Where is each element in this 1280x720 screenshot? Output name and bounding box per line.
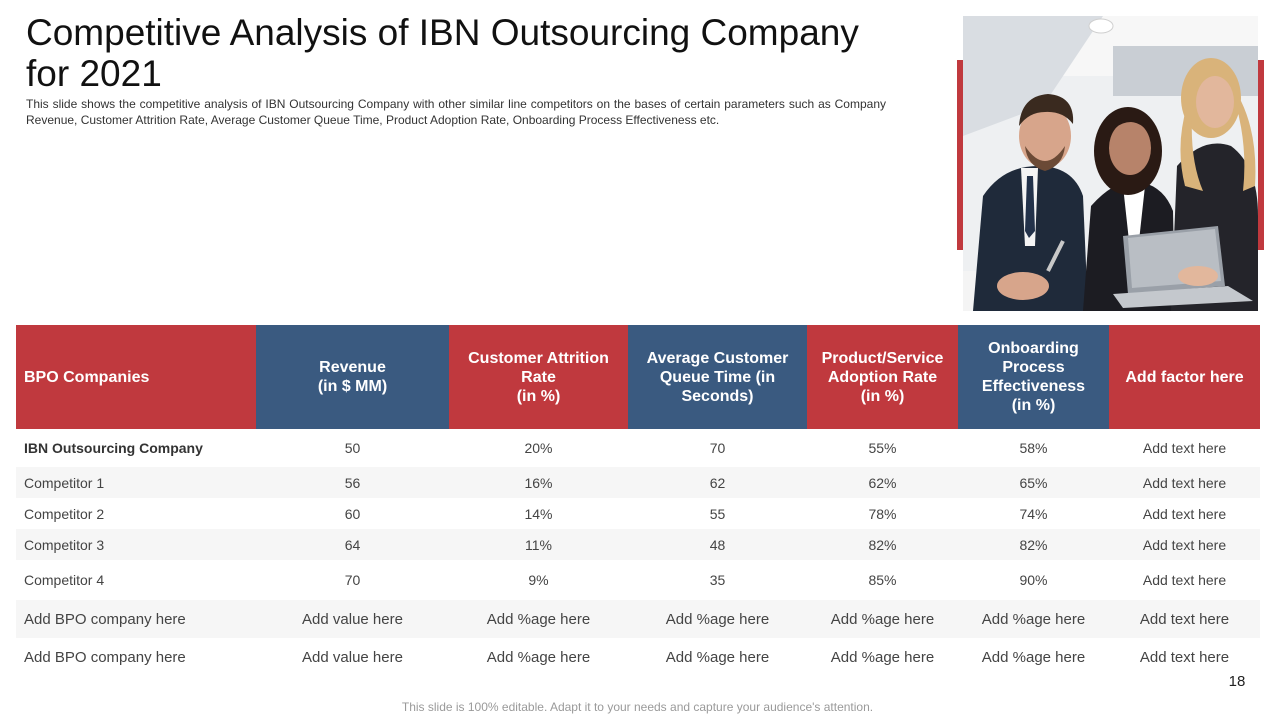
- table-cell: 60: [344, 505, 361, 522]
- table-cell: Add %age here: [665, 648, 770, 666]
- table-cell: Add BPO company here: [24, 648, 186, 666]
- table-cell: 85%: [868, 572, 897, 588]
- table-cell: Competitor 4: [24, 572, 105, 588]
- business-team-photo: [963, 16, 1258, 311]
- table-cell: 62: [628, 467, 807, 498]
- table-cell: Competitor 3: [16, 529, 256, 560]
- header-line: Rate: [521, 368, 556, 386]
- table-cell: 58%: [1019, 440, 1048, 456]
- table-row: Competitor 4 70 9% 35 85% 90% Add text h…: [16, 560, 1260, 600]
- table-cell: 78%: [868, 505, 897, 522]
- table-cell: 48: [628, 529, 807, 560]
- header-line: Customer Attrition: [468, 349, 609, 367]
- table-cell: 50: [344, 440, 361, 456]
- table-cell: 11%: [449, 529, 628, 560]
- table-cell: 64: [256, 529, 449, 560]
- header-line: Onboarding: [988, 340, 1079, 357]
- table-cell: 20%: [524, 440, 553, 456]
- table-cell: Competitor 1: [16, 467, 256, 498]
- header-add-factor: Add factor here: [1109, 325, 1260, 429]
- page-number: 18: [1228, 673, 1246, 690]
- table-cell: Add %age here: [830, 648, 935, 666]
- table-cell: 14%: [524, 505, 553, 522]
- table-cell: 16%: [449, 467, 628, 498]
- table-row: Add BPO company here Add value here Add …: [16, 600, 1260, 638]
- table-cell: Add text here: [1109, 600, 1260, 638]
- table-cell: Add %age here: [486, 648, 591, 666]
- table-cell: IBN Outsourcing Company: [24, 440, 203, 456]
- header-line: Product/Service: [821, 349, 944, 367]
- table-cell: Add text here: [1142, 572, 1227, 588]
- table-row: Competitor 3 64 11% 48 82% 82% Add text …: [16, 529, 1260, 560]
- header-revenue: Revenue (in $ MM): [256, 325, 449, 429]
- business-team-photo-icon: [963, 16, 1258, 311]
- table-cell: Competitor 2: [24, 505, 105, 522]
- header-line: Process: [1002, 359, 1065, 376]
- table-cell: 9%: [528, 572, 549, 588]
- table-cell: 70: [709, 440, 726, 456]
- table-row: Competitor 1 56 16% 62 62% 65% Add text …: [16, 467, 1260, 498]
- header-customer-attrition-rate: Customer Attrition Rate (in %): [449, 325, 628, 429]
- table-row: Competitor 2 60 14% 55 78% 74% Add text …: [16, 498, 1260, 529]
- table-cell: 82%: [807, 529, 958, 560]
- table-cell: Add %age here: [807, 600, 958, 638]
- table-cell: Add text here: [1139, 648, 1230, 666]
- slide-subtitle: This slide shows the competitive analysi…: [26, 97, 886, 127]
- competitive-analysis-table: BPO Companies Revenue (in $ MM) Customer…: [16, 325, 1260, 676]
- header-line: (in %): [516, 387, 561, 405]
- header-adoption-rate: Product/Service Adoption Rate (in %): [807, 325, 958, 429]
- table-cell: 70: [344, 572, 361, 588]
- table-cell: 65%: [958, 467, 1109, 498]
- header-onboarding-effectiveness: Onboarding Process Effectiveness (in %): [958, 325, 1109, 429]
- table-cell: 82%: [958, 529, 1109, 560]
- table-cell: 62%: [807, 467, 958, 498]
- header-line: Add factor here: [1125, 368, 1244, 386]
- header-line: Average Customer: [646, 349, 789, 367]
- table-row: Add BPO company here Add value here Add …: [16, 638, 1260, 676]
- footer-note: This slide is 100% editable. Adapt it to…: [401, 700, 874, 714]
- header-line: BPO Companies: [24, 368, 150, 386]
- header-line: Adoption Rate: [827, 368, 938, 386]
- table-cell: 35: [709, 572, 726, 588]
- table-cell: Add text here: [1109, 467, 1260, 498]
- table-cell: Add value here: [302, 648, 403, 666]
- table-cell: Add text here: [1142, 440, 1227, 456]
- header-line: Seconds): [681, 387, 754, 405]
- header-line: Effectiveness: [981, 378, 1086, 395]
- table-cell: Add %age here: [449, 600, 628, 638]
- table-row: IBN Outsourcing Company 50 20% 70 55% 58…: [16, 429, 1260, 467]
- header-line: (in %): [1011, 397, 1056, 414]
- header-line: (in $ MM): [317, 378, 388, 395]
- header-line: Revenue: [319, 359, 386, 376]
- table-cell: 55: [709, 505, 726, 522]
- table-cell: Add %age here: [981, 648, 1086, 666]
- table-cell: 56: [256, 467, 449, 498]
- table-cell: Add BPO company here: [16, 600, 256, 638]
- table-cell: 74%: [1019, 505, 1048, 522]
- header-line: (in %): [860, 387, 905, 405]
- table-cell: Add %age here: [958, 600, 1109, 638]
- header-average-queue-time: Average Customer Queue Time (in Seconds): [628, 325, 807, 429]
- table-cell: Add text here: [1142, 505, 1227, 522]
- header-line: Queue Time (in: [659, 368, 776, 386]
- table-cell: Add text here: [1109, 529, 1260, 560]
- table-cell: 90%: [1019, 572, 1048, 588]
- table-cell: Add %age here: [628, 600, 807, 638]
- table-header-row: BPO Companies Revenue (in $ MM) Customer…: [16, 325, 1260, 429]
- table-cell: 55%: [868, 440, 897, 456]
- table-cell: Add value here: [256, 600, 449, 638]
- header-bpo-companies: BPO Companies: [16, 325, 256, 429]
- slide-title: Competitive Analysis of IBN Outsourcing …: [26, 12, 859, 94]
